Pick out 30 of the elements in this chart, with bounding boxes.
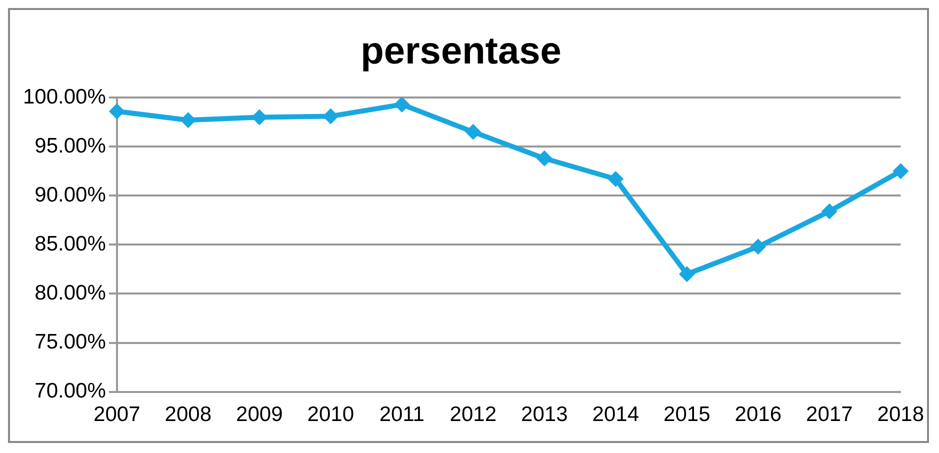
point (394, 98, 410, 112)
x-tick-label: 2008 (164, 403, 212, 426)
point (821, 203, 838, 220)
x-tick-label: 2010 (307, 403, 354, 426)
y-tick-label: 90.00% (34, 183, 106, 206)
y-tick-label: 70.00% (34, 380, 106, 403)
x-tick-label: 2011 (379, 403, 424, 426)
y-tick-label: 95.00% (34, 134, 106, 158)
point (608, 170, 624, 187)
x-tick-label: 2007 (94, 403, 140, 426)
point (108, 103, 125, 120)
y-tick-label: 100.00% (22, 85, 106, 108)
x-tick-label: 2009 (236, 403, 283, 426)
point (678, 266, 695, 282)
chart-title: persentase (360, 30, 562, 72)
x-tick-label: 2014 (592, 403, 640, 426)
x-tick-label: 2012 (450, 403, 497, 426)
point (465, 124, 482, 140)
x-tick-label: 2017 (806, 403, 853, 426)
x-tick-label: 2013 (521, 403, 568, 426)
point (750, 238, 766, 255)
point (180, 112, 196, 128)
point (536, 150, 552, 166)
y-tick-label: 80.00% (34, 282, 106, 305)
x-tick-label: 2016 (734, 403, 782, 426)
point (892, 163, 909, 180)
x-tick-label: 2018 (877, 403, 924, 426)
y-tick-label: 85.00% (34, 232, 106, 256)
y-tick-label: 75.00% (34, 330, 106, 354)
x-tick-label: 2015 (664, 403, 710, 426)
